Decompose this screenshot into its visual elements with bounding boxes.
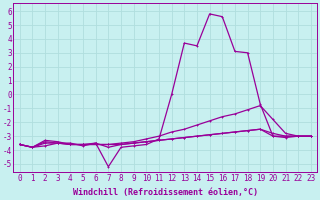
- X-axis label: Windchill (Refroidissement éolien,°C): Windchill (Refroidissement éolien,°C): [73, 188, 258, 197]
